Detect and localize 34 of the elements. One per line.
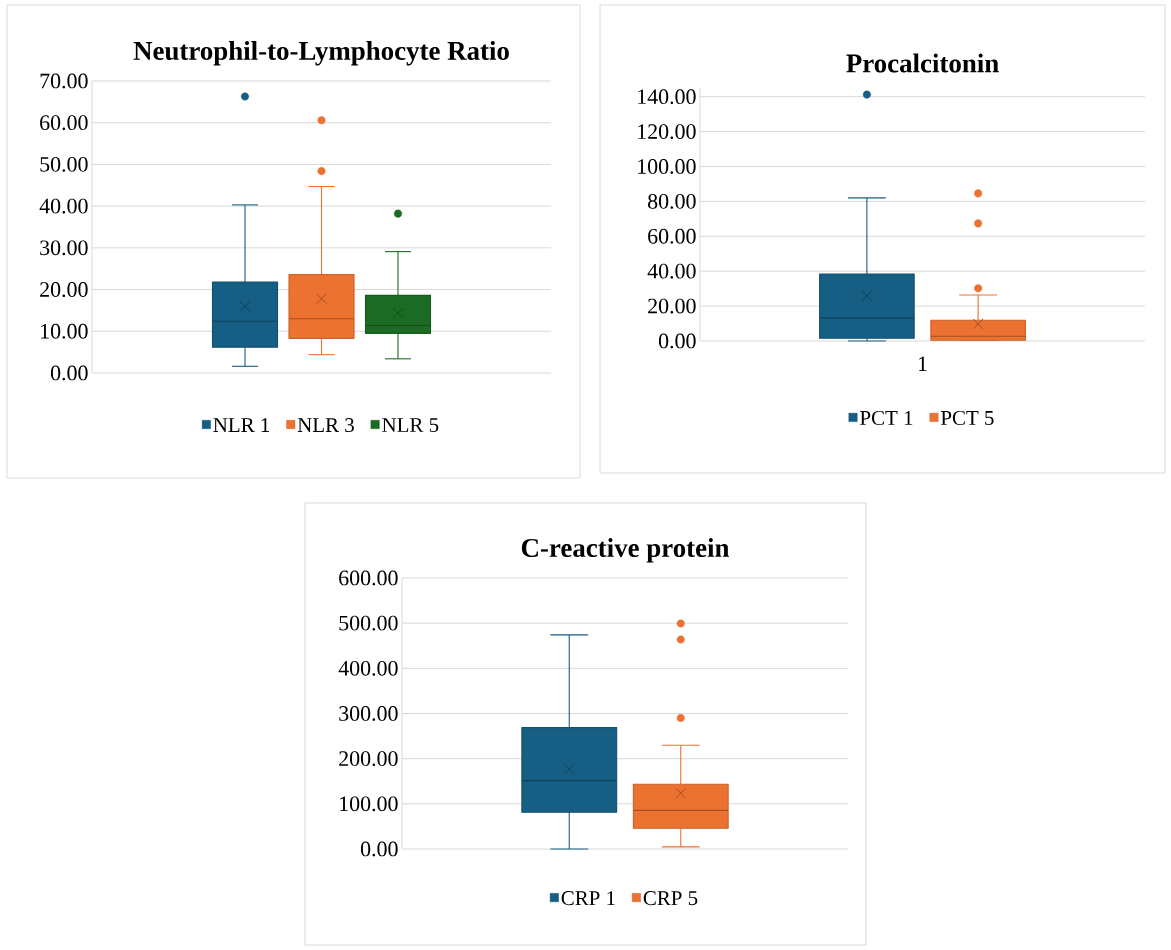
y-tick-label: 60.00 [648, 228, 696, 244]
legend-label: CRP 1 [561, 891, 615, 906]
y-tick-label: 40.00 [39, 198, 88, 214]
legend-label: NLR 1 [213, 418, 270, 432]
y-tick-label: 400.00 [338, 660, 398, 676]
legend-label: NLR 5 [382, 418, 439, 433]
y-tick-label: 30.00 [40, 240, 88, 256]
chart-title: C-reactive protein [521, 538, 730, 563]
y-tick-label: 80.00 [648, 193, 696, 209]
y-tick-label: 0.00 [50, 365, 88, 381]
y-tick-label: 0.00 [360, 841, 398, 857]
y-tick-label: 120.00 [638, 124, 696, 140]
y-tick-label: 20.00 [40, 282, 88, 298]
legend-label: NLR 3 [297, 418, 354, 433]
y-tick-label: 100.00 [638, 159, 696, 174]
legend-label: CRP 5 [643, 891, 698, 906]
y-tick-label: 40.00 [647, 263, 696, 279]
y-tick-label: 70.00 [40, 73, 88, 89]
y-tick-label: 140.00 [638, 89, 696, 105]
text: 1 [918, 356, 927, 371]
y-tick-label: 20.00 [648, 298, 696, 314]
legend-label: PCT 1 [860, 410, 913, 426]
y-tick-label: 600.00 [339, 570, 398, 586]
y-tick-label: 0.00 [658, 333, 696, 349]
y-tick-label: 500.00 [339, 615, 398, 631]
legend-label: PCT 5 [940, 410, 994, 426]
y-tick-label: 50.00 [40, 156, 88, 172]
chart-title: Neutrophil-to-Lymphocyte Ratio [133, 41, 509, 66]
y-tick-label: 10.00 [41, 323, 88, 339]
y-tick-label: 60.00 [40, 115, 88, 131]
y-tick-label: 300.00 [339, 706, 398, 721]
y-tick-label: 100.00 [340, 796, 398, 812]
y-tick-label: 200.00 [339, 751, 398, 767]
chart-title: Procalcitonin [846, 53, 999, 73]
